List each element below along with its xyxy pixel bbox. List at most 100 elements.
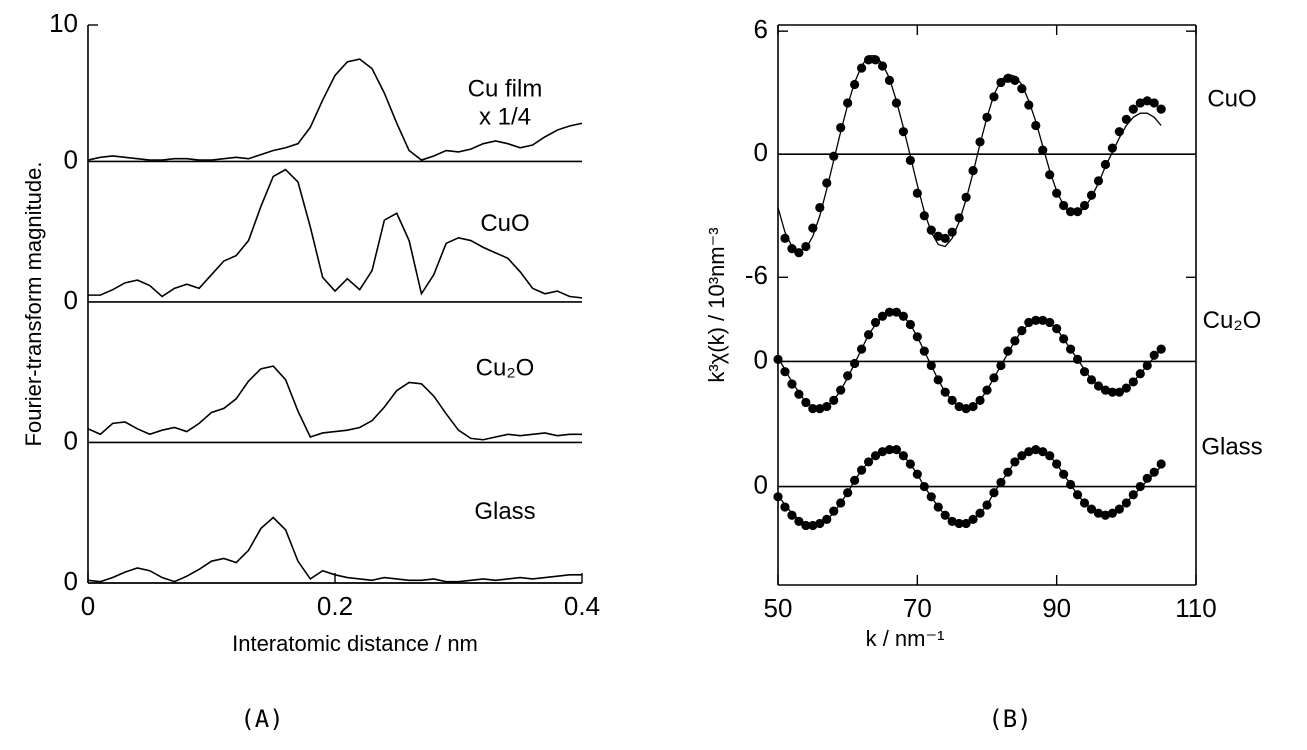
data-point (1100, 510, 1111, 520)
data-point (947, 227, 957, 237)
data-point (780, 502, 790, 512)
data-point (1017, 326, 1027, 336)
data-point (829, 395, 839, 405)
data-point (905, 155, 915, 165)
panel-note: x 1/4 (479, 103, 531, 130)
data-point (1135, 481, 1145, 492)
data-point (1017, 83, 1027, 94)
data-point (1121, 114, 1131, 124)
data-point (954, 518, 964, 529)
y-tick-label: 0 (754, 469, 768, 499)
data-point (1079, 200, 1090, 211)
data-point (919, 211, 929, 221)
data-point (1024, 447, 1034, 457)
data-point (843, 371, 853, 381)
data-point (968, 514, 978, 524)
y-axis-label: k³χ(k) / 10³nm⁻³ (704, 227, 729, 382)
data-point (1142, 96, 1152, 106)
data-point (801, 241, 811, 252)
data-point (1003, 467, 1013, 477)
data-point (933, 502, 943, 512)
data-point (898, 311, 909, 321)
data-point (815, 518, 825, 529)
data-point (1100, 385, 1111, 395)
data-point (794, 516, 804, 527)
data-point (801, 520, 811, 531)
data-point (905, 319, 915, 330)
data-point (1045, 170, 1055, 180)
data-point (1135, 369, 1145, 379)
data-point (1031, 120, 1041, 131)
data-point (1100, 159, 1111, 170)
data-point (1114, 387, 1124, 397)
data-point (1038, 447, 1048, 457)
data-point (1066, 479, 1076, 490)
data-point (1003, 73, 1013, 83)
data-point (1010, 336, 1020, 346)
panel-name: CuO (1207, 85, 1256, 112)
data-point (1003, 346, 1013, 356)
data-point (996, 360, 1006, 371)
data-point (933, 231, 943, 241)
data-point (863, 330, 874, 340)
data-point (975, 395, 985, 405)
data-point (1010, 75, 1020, 85)
data-point (1149, 350, 1159, 360)
data-point (822, 401, 832, 412)
x-tick-label: 0.4 (564, 591, 600, 621)
data-point (1121, 383, 1131, 393)
data-point (780, 233, 790, 243)
data-point (1045, 317, 1055, 328)
data-point (975, 508, 985, 518)
data-point (954, 401, 964, 412)
x-tick-label: 70 (903, 593, 932, 623)
data-point (1107, 143, 1117, 153)
y-tick-label: 6 (754, 14, 768, 44)
data-point (877, 447, 888, 457)
y-tick-label: 0 (754, 344, 768, 374)
data-point (996, 477, 1006, 488)
data-point (836, 122, 846, 133)
data-point (787, 510, 797, 520)
data-point (1072, 354, 1083, 364)
data-point (940, 387, 950, 397)
data-point (989, 488, 999, 498)
data-point (884, 75, 895, 85)
data-point (891, 307, 902, 317)
data-point (863, 55, 874, 65)
data-point (780, 367, 790, 377)
data-point (1128, 104, 1138, 114)
data-point (1156, 344, 1166, 354)
data-point (1156, 459, 1166, 469)
data-point (1079, 498, 1090, 508)
data-point (815, 403, 825, 414)
x-tick-label: 90 (1042, 593, 1071, 623)
data-point (877, 61, 888, 71)
data-point (1038, 315, 1048, 325)
data-point (857, 63, 867, 73)
data-point (836, 498, 846, 508)
data-point (961, 518, 971, 529)
data-point (1093, 381, 1104, 391)
data-point (1149, 467, 1159, 477)
data-point (829, 151, 839, 161)
panel-name: Glass (1201, 433, 1262, 460)
x-tick-label: 0.2 (317, 591, 353, 621)
panel-name: Cu film (468, 75, 543, 102)
y-tick-label: 0 (64, 425, 78, 455)
data-point (1052, 323, 1062, 334)
data-point (961, 192, 971, 202)
panel-name: Cu₂O (476, 354, 535, 381)
data-point (801, 397, 811, 408)
data-point (1024, 317, 1034, 328)
data-point (787, 379, 797, 389)
curve (88, 168, 583, 299)
data-point (1107, 508, 1117, 518)
data-point (982, 112, 992, 122)
data-point (815, 202, 825, 213)
y-tick-label: 0 (64, 144, 78, 174)
data-point (1086, 504, 1097, 514)
data-point (857, 465, 867, 475)
